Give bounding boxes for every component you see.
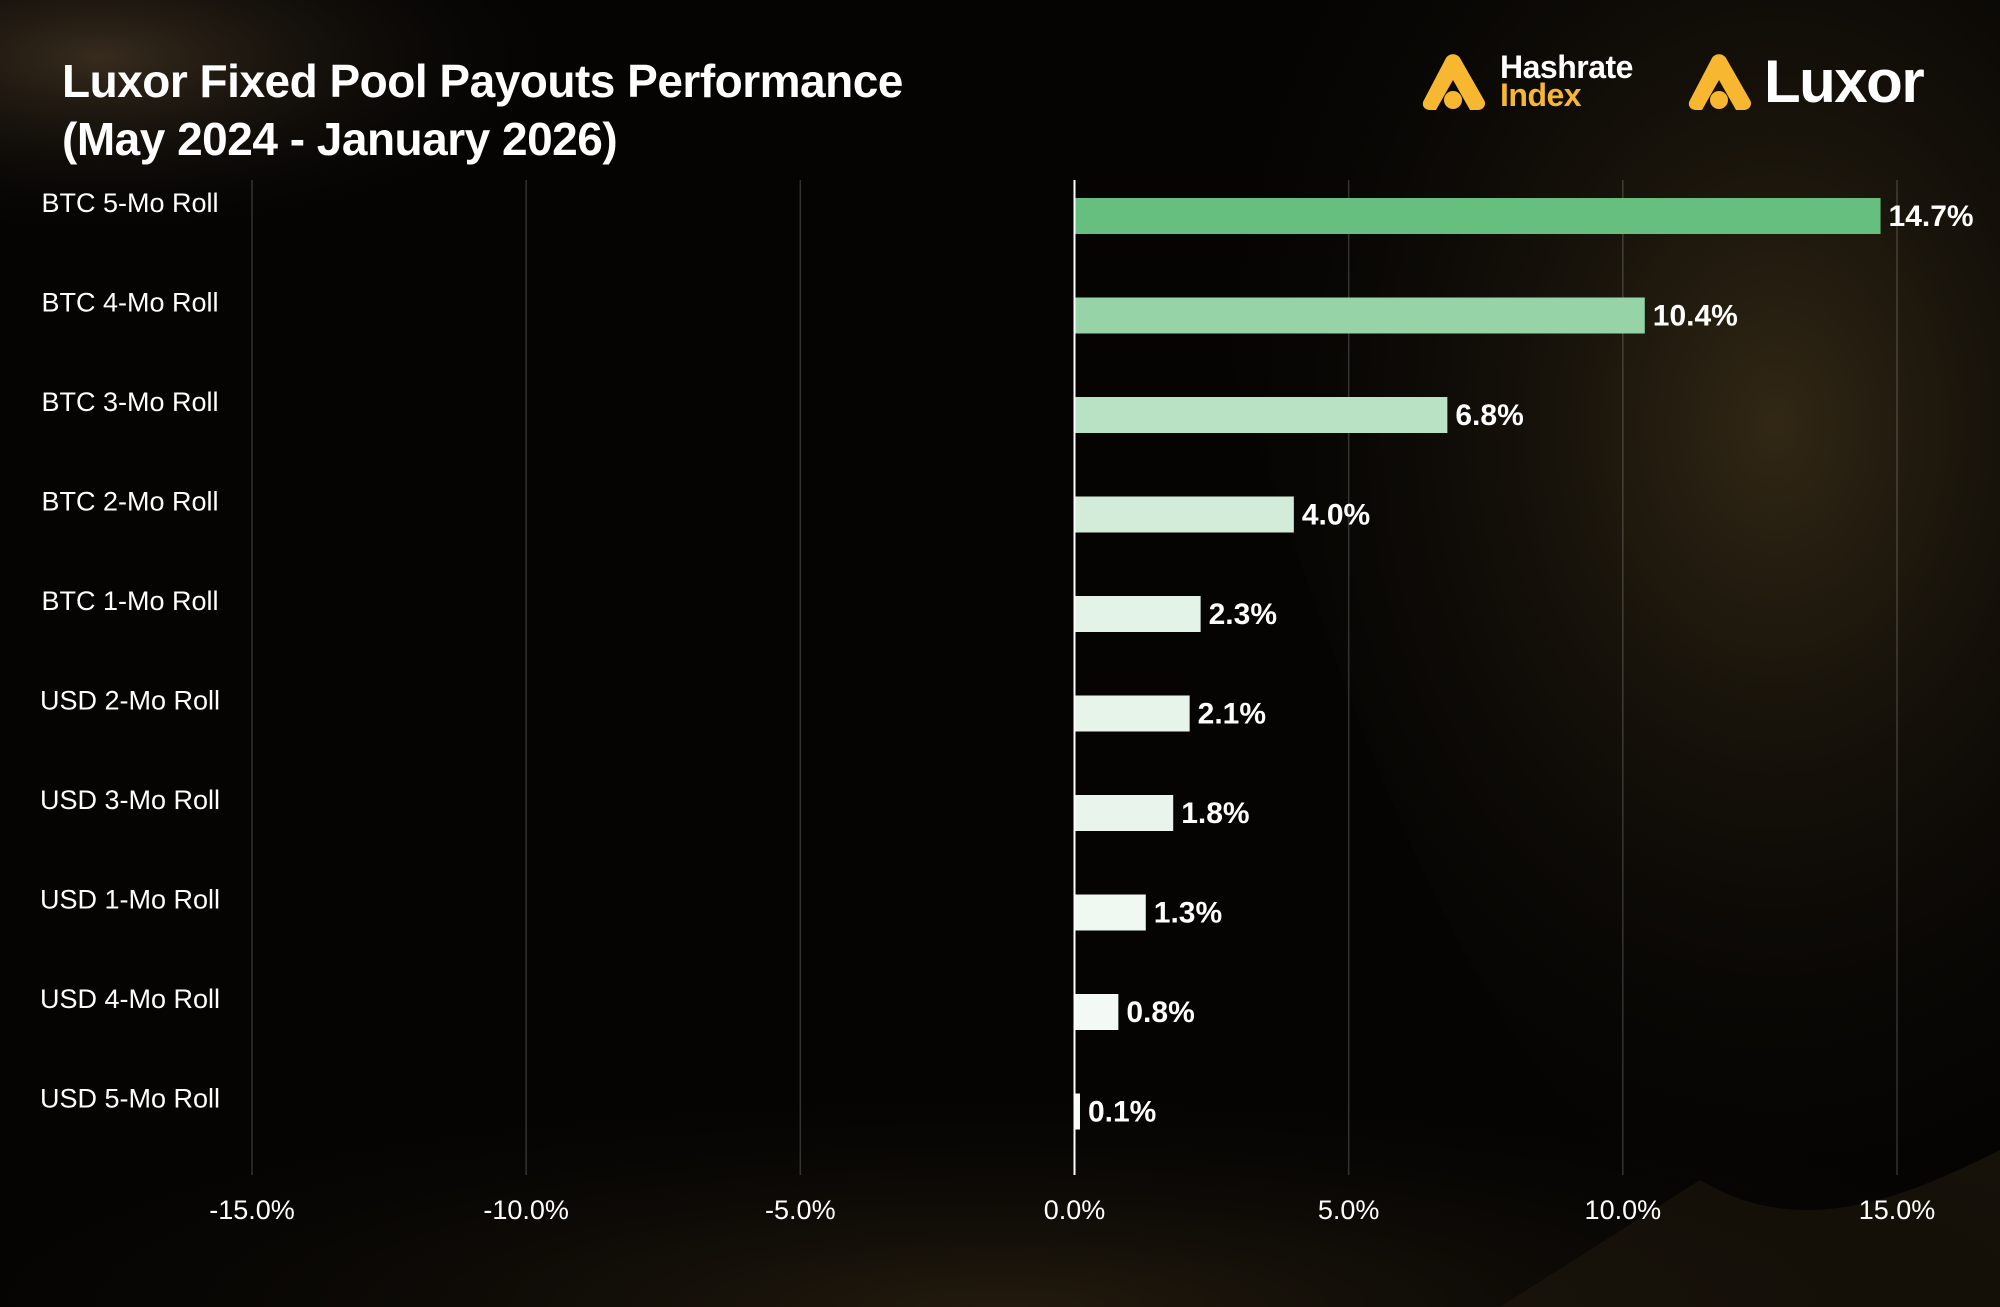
value-label: 4.0%	[1302, 499, 1370, 532]
value-label: 2.1%	[1198, 698, 1266, 731]
title-line-2: (May 2024 - January 2026)	[62, 113, 618, 165]
labels: -15.0% -10.0% -5.0% 0.0% 5.0% 10.0% 15.0% BTC 5…	[40, 188, 1974, 1225]
bar	[1074, 496, 1294, 533]
value-label: 6.8%	[1455, 399, 1523, 432]
value-label: 1.8%	[1181, 797, 1249, 830]
luxor-triangle-icon	[1422, 54, 1486, 110]
category-label: USD 4-Mo Roll	[40, 984, 220, 1014]
grid-lines	[251, 180, 1898, 1175]
bar	[1074, 397, 1448, 433]
category-label: BTC 4-Mo Roll	[41, 288, 218, 318]
bar	[1074, 994, 1119, 1030]
luxor-triangle-icon	[1688, 54, 1752, 110]
category-label: USD 1-Mo Roll	[40, 885, 220, 915]
category-label: BTC 1-Mo Roll	[41, 586, 218, 616]
x-tick-label: 10.0%	[1585, 1195, 1662, 1225]
title-line-1: Luxor Fixed Pool Payouts Performance	[62, 55, 903, 107]
bar	[1074, 695, 1190, 732]
x-tick-label: 15.0%	[1859, 1195, 1936, 1225]
category-label: USD 2-Mo Roll	[40, 686, 220, 716]
category-label: USD 5-Mo Roll	[40, 1084, 220, 1114]
x-tick-label: 5.0%	[1318, 1195, 1380, 1225]
value-label: 10.4%	[1653, 300, 1738, 333]
bar	[1074, 894, 1146, 931]
value-label: 0.8%	[1126, 996, 1194, 1029]
bar	[1074, 596, 1201, 632]
category-label: BTC 2-Mo Roll	[41, 487, 218, 517]
luxor-logo-text: Luxor	[1764, 48, 1925, 115]
bars	[1074, 198, 1881, 1130]
bar	[1074, 1093, 1080, 1130]
index-logo-text: Index	[1500, 77, 1582, 113]
bar	[1074, 198, 1881, 234]
value-label: 0.1%	[1088, 1096, 1156, 1129]
chart-title: Luxor Fixed Pool Payouts Performance (Ma…	[62, 52, 903, 168]
x-tick-label: -15.0%	[209, 1195, 295, 1225]
luxor-logo: Luxor	[1688, 50, 1948, 114]
bar	[1074, 795, 1174, 831]
category-label: BTC 3-Mo Roll	[41, 387, 218, 417]
hashrate-logo-text: Hashrate	[1500, 49, 1633, 85]
hashrate-index-logo: Hashrate Index	[1422, 50, 1662, 114]
category-label: BTC 5-Mo Roll	[41, 188, 218, 218]
x-tick-label: -5.0%	[765, 1195, 836, 1225]
category-label: USD 3-Mo Roll	[40, 785, 220, 815]
x-tick-label: 0.0%	[1044, 1195, 1106, 1225]
value-label: 14.7%	[1889, 200, 1974, 233]
bar	[1074, 297, 1645, 334]
value-label: 1.3%	[1154, 897, 1222, 930]
value-label: 2.3%	[1209, 598, 1277, 631]
x-tick-label: -10.0%	[483, 1195, 569, 1225]
